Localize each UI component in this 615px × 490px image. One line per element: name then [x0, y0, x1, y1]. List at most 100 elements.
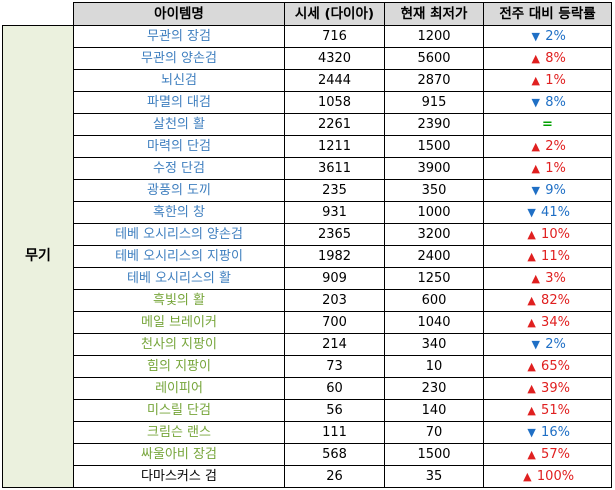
lowest-price-cell: 600: [384, 289, 484, 312]
weekly-change-cell: ▼ 8%: [483, 91, 612, 114]
lowest-price-cell: 1250: [384, 267, 484, 290]
item-name-cell: 광풍의 도끼: [73, 179, 285, 202]
item-name-cell: 테베 오시리스의 활: [73, 267, 285, 290]
market-price-cell: 3611: [284, 157, 385, 180]
weekly-change-cell: ▲ 8%: [483, 47, 612, 70]
market-price-cell: 235: [284, 179, 385, 202]
market-price-cell: 931: [284, 201, 385, 224]
change-percent: 3%: [545, 271, 566, 286]
change-percent: 2%: [545, 337, 566, 352]
item-name-cell: 파멸의 대검: [73, 91, 285, 114]
market-price-cell: 73: [284, 355, 385, 378]
change-indicator: ▼ 2%: [529, 27, 566, 47]
change-percent: 39%: [541, 381, 570, 396]
market-price-cell: 60: [284, 377, 385, 400]
change-percent: 8%: [545, 95, 566, 110]
change-indicator: ▼ 8%: [529, 93, 566, 113]
change-percent: 57%: [541, 447, 570, 462]
up-triangle-icon: ▲: [531, 162, 540, 175]
lowest-price-cell: 10: [384, 355, 484, 378]
market-price-cell: 1211: [284, 135, 385, 158]
change-indicator: ▼ 9%: [529, 181, 565, 201]
item-name-cell: 흑빛의 활: [73, 289, 285, 312]
table-row: 혹한의 창 931 1000 ▼ 41%: [3, 201, 612, 224]
up-triangle-icon: ▲: [527, 294, 536, 307]
up-triangle-icon: ▲: [527, 316, 536, 329]
table-row: 파멸의 대검 1058 915 ▼ 8%: [3, 91, 612, 114]
market-price-cell: 26: [284, 465, 385, 488]
table-row: 무기 무관의 장검 716 1200 ▼ 2%: [2, 25, 612, 488]
change-indicator: ▲ 10%: [525, 225, 570, 245]
item-name-cell: 싸울아비 장검: [73, 443, 285, 466]
up-triangle-icon: ▲: [527, 360, 536, 373]
change-indicator: ▲ 2%: [529, 137, 566, 157]
market-price-cell: 2261: [284, 113, 385, 136]
down-triangle-icon: ▼: [531, 184, 540, 197]
change-indicator: ▲ 1%: [529, 159, 566, 179]
up-triangle-icon: ▲: [527, 250, 536, 263]
table-row: 메일 브레이커 700 1040 ▲ 34%: [3, 311, 612, 334]
weekly-change-cell: =: [483, 113, 612, 136]
down-triangle-icon: ▼: [531, 96, 540, 109]
lowest-price-cell: 1500: [384, 135, 484, 158]
item-name-cell: 천사의 지팡이: [73, 333, 285, 356]
item-name-cell: 메일 브레이커: [73, 311, 285, 334]
lowest-price-cell: 70: [384, 421, 484, 444]
change-percent: 34%: [541, 315, 570, 330]
weekly-change-cell: ▲ 1%: [483, 157, 612, 180]
up-triangle-icon: ▲: [523, 470, 532, 483]
weekly-change-cell: ▲ 11%: [483, 245, 612, 268]
header-lowest-price: 현재 최저가: [384, 2, 484, 26]
table-row: 천사의 지팡이 214 340 ▼ 2%: [3, 333, 612, 356]
change-percent: 100%: [536, 469, 575, 484]
item-name-cell: 뇌신검: [73, 69, 285, 92]
lowest-price-cell: 340: [384, 333, 484, 356]
change-indicator: ▲ 39%: [525, 379, 570, 399]
lowest-price-cell: 1500: [384, 443, 484, 466]
change-percent: 8%: [545, 51, 566, 66]
weekly-change-cell: ▲ 2%: [483, 135, 612, 158]
change-percent: 2%: [545, 139, 566, 154]
weekly-change-cell: ▲ 3%: [483, 267, 612, 290]
market-price-cell: 2365: [284, 223, 385, 246]
market-price-cell: 1058: [284, 91, 385, 114]
change-percent: 1%: [545, 161, 566, 176]
table-row: 테베 오시리스의 양손검 2365 3200 ▲ 10%: [3, 223, 612, 246]
item-name-cell: 테베 오시리스의 양손검: [73, 223, 285, 246]
up-triangle-icon: ▲: [527, 448, 536, 461]
table-row: 흑빛의 활 203 600 ▲ 82%: [3, 289, 612, 312]
market-price-cell: 700: [284, 311, 385, 334]
market-price-cell: 1982: [284, 245, 385, 268]
weekly-change-cell: ▲ 1%: [483, 69, 612, 92]
item-name-cell: 살천의 활: [73, 113, 285, 136]
weekly-change-cell: ▲ 39%: [483, 377, 612, 400]
weekly-change-cell: ▼ 41%: [483, 201, 612, 224]
category-cell: 무기: [2, 25, 74, 488]
table-row: 수정 단검 3611 3900 ▲ 1%: [3, 157, 612, 180]
lowest-price-cell: 230: [384, 377, 484, 400]
table-row: 다마스커스 검 26 35 ▲ 100%: [3, 465, 612, 488]
weekly-change-cell: ▲ 100%: [483, 465, 612, 488]
item-name-cell: 수정 단검: [73, 157, 285, 180]
table-row: 미스릴 단검 56 140 ▲ 51%: [3, 399, 612, 422]
change-indicator: ▲ 8%: [529, 49, 566, 69]
weekly-change-cell: ▲ 34%: [483, 311, 612, 334]
item-name-cell: 다마스커스 검: [73, 465, 285, 488]
up-triangle-icon: ▲: [531, 52, 540, 65]
down-triangle-icon: ▼: [527, 426, 536, 439]
header-market-price: 시세 (다이아): [284, 2, 385, 26]
lowest-price-cell: 350: [384, 179, 484, 202]
table-row: 힘의 지팡이 73 10 ▲ 65%: [3, 355, 612, 378]
weekly-change-cell: ▲ 65%: [483, 355, 612, 378]
header-item-name: 아이템명: [73, 2, 285, 26]
lowest-price-cell: 3200: [384, 223, 484, 246]
up-triangle-icon: ▲: [527, 404, 536, 417]
market-price-cell: 214: [284, 333, 385, 356]
market-price-cell: 909: [284, 267, 385, 290]
item-name-cell: 무관의 장검: [73, 25, 285, 48]
change-percent: 2%: [545, 29, 566, 44]
change-indicator: ▲ 34%: [525, 313, 570, 333]
item-name-cell: 레이피어: [73, 377, 285, 400]
up-triangle-icon: ▲: [527, 382, 536, 395]
